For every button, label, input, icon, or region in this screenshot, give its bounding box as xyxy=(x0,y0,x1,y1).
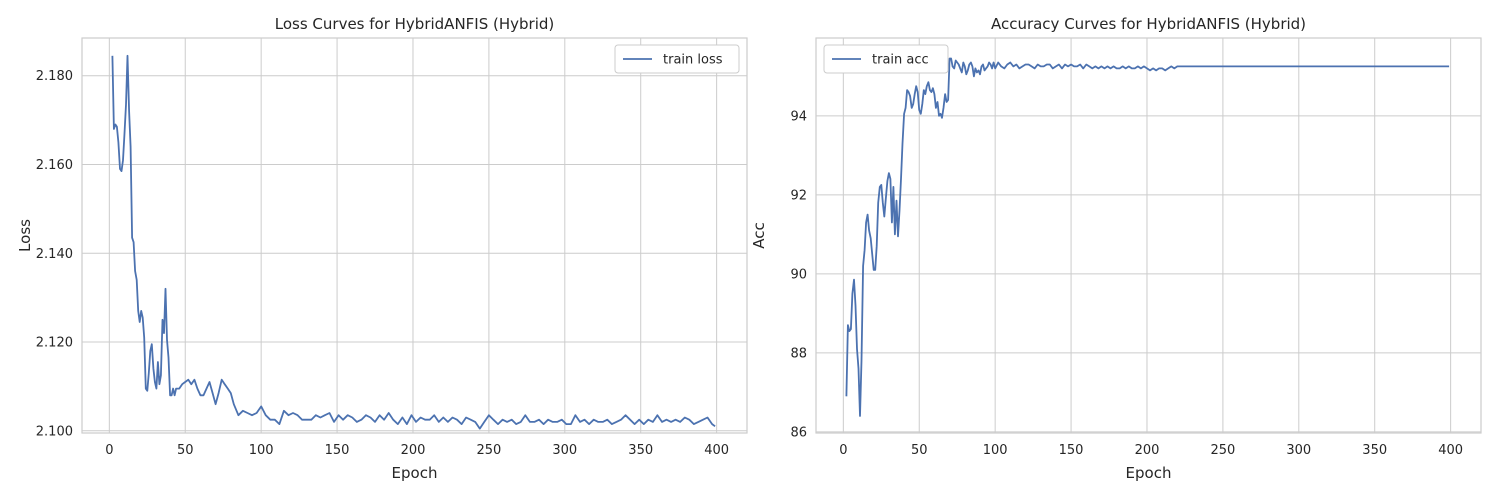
accuracy-chart-title: Accuracy Curves for HybridANFIS (Hybrid) xyxy=(991,15,1306,33)
accuracy-x-tick-label: 100 xyxy=(983,443,1008,458)
loss-x-tick-label: 300 xyxy=(552,443,577,458)
accuracy-line xyxy=(845,57,1450,417)
accuracy-x-tick-label: 150 xyxy=(1059,443,1084,458)
accuracy-x-tick-label: 0 xyxy=(839,443,847,458)
loss-y-tick-label: 2.100 xyxy=(36,424,73,439)
accuracy-x-tick-label: 350 xyxy=(1362,443,1387,458)
accuracy-x-tick-label: 400 xyxy=(1438,443,1463,458)
accuracy-legend-label: train acc xyxy=(872,53,929,68)
loss-x-tick-label: 150 xyxy=(325,443,350,458)
accuracy-x-tick-label: 50 xyxy=(911,443,928,458)
accuracy-y-tick-label: 92 xyxy=(790,188,807,203)
loss-line xyxy=(111,54,716,430)
loss-y-tick-label: 2.140 xyxy=(36,247,73,262)
loss-legend: train loss xyxy=(614,44,740,74)
loss-y-axis-label: Loss xyxy=(16,219,34,252)
loss-x-tick-label: 400 xyxy=(704,443,729,458)
loss-x-tick-label: 200 xyxy=(401,443,426,458)
loss-x-tick-label: 50 xyxy=(177,443,194,458)
accuracy-series xyxy=(845,57,1450,417)
loss-y-tick-label: 2.120 xyxy=(36,336,73,351)
loss-x-tick-label: 350 xyxy=(628,443,653,458)
accuracy-x-tick-label: 200 xyxy=(1135,443,1160,458)
loss-chart: 0 50 100 150 200 250 300 350 400 2.100 2.120 2.140 2… xyxy=(16,15,748,482)
loss-plot-frame xyxy=(81,37,748,434)
accuracy-y-axis-label: Acc xyxy=(750,222,768,249)
accuracy-x-tick-label: 250 xyxy=(1210,443,1235,458)
accuracy-chart: 0 50 100 150 200 250 300 350 400 86 88 90 92 94 Accur… xyxy=(750,15,1482,482)
accuracy-legend-box xyxy=(823,44,949,74)
accuracy-plot-frame xyxy=(815,37,1482,434)
accuracy-x-tick-label: 300 xyxy=(1286,443,1311,458)
accuracy-y-tick-label: 86 xyxy=(790,425,807,440)
loss-x-tick-label: 100 xyxy=(249,443,274,458)
accuracy-y-tick-label: 94 xyxy=(790,109,807,124)
accuracy-tick-labels: 0 50 100 150 200 250 300 350 400 86 88 90 92 94 xyxy=(790,109,1463,458)
loss-x-tick-label: 250 xyxy=(476,443,501,458)
loss-chart-title: Loss Curves for HybridANFIS (Hybrid) xyxy=(275,15,555,33)
loss-legend-label: train loss xyxy=(663,53,723,68)
loss-legend-box xyxy=(614,44,740,74)
accuracy-x-axis-label: Epoch xyxy=(1126,464,1172,482)
accuracy-y-tick-label: 90 xyxy=(790,267,807,282)
accuracy-y-tick-label: 88 xyxy=(790,346,807,361)
loss-gridlines xyxy=(82,38,747,433)
loss-x-tick-label: 0 xyxy=(105,443,113,458)
loss-tick-labels: 0 50 100 150 200 250 300 350 400 2.100 2.120 2.140 2… xyxy=(36,69,729,458)
loss-y-tick-label: 2.160 xyxy=(36,158,73,173)
accuracy-gridlines xyxy=(816,38,1481,433)
accuracy-legend: train acc xyxy=(823,44,949,74)
loss-x-axis-label: Epoch xyxy=(392,464,438,482)
loss-y-tick-label: 2.180 xyxy=(36,69,73,84)
loss-series xyxy=(111,54,716,430)
